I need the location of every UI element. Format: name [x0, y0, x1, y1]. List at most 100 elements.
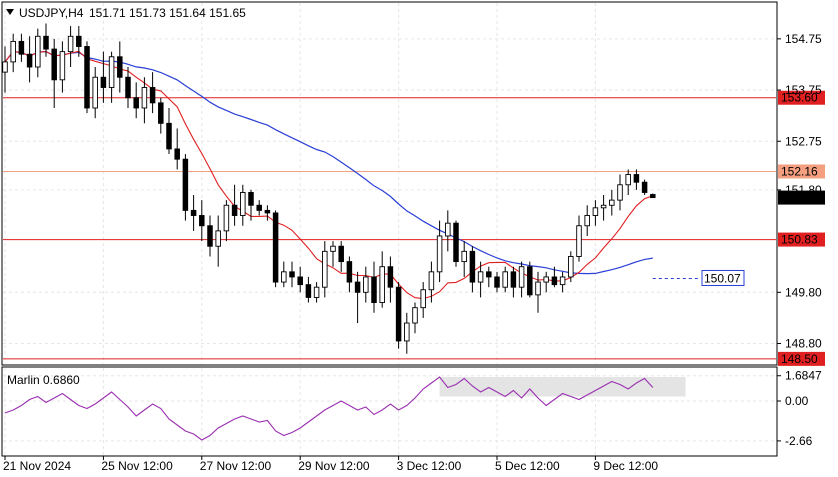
bear-candle — [76, 35, 82, 47]
level-tag — [778, 232, 825, 247]
horizontal-levels: 153.60 152.16 150.83 148.50 — [3, 90, 825, 366]
bull-candle — [35, 35, 41, 68]
time-tick-label: 29 Nov 12:00 — [298, 459, 370, 473]
bear-candle — [207, 225, 213, 247]
bull-candle — [568, 256, 574, 278]
indicator-tick-label: 0.00 — [785, 394, 809, 408]
price-tick-label: 152.75 — [785, 134, 822, 148]
bull-candle — [420, 289, 426, 309]
bull-candle — [223, 204, 230, 232]
symbol-menu-icon[interactable] — [6, 9, 14, 15]
bear-candle — [354, 281, 361, 293]
bear-candle — [650, 194, 656, 199]
bull-candle — [10, 40, 16, 63]
bull-candle — [322, 250, 328, 288]
bear-candle — [641, 181, 648, 193]
bear-candle — [633, 174, 640, 183]
price-tick-label: 148.80 — [785, 337, 822, 351]
bull-candle — [445, 222, 451, 237]
time-tick-label: 3 Dec 12:00 — [397, 459, 462, 473]
bear-candle — [453, 222, 459, 263]
bull-candle — [584, 215, 590, 227]
ohlc-label: 151.71 151.73 151.64 151.65 — [89, 6, 246, 20]
bull-candle — [559, 276, 566, 286]
bull-candle — [477, 271, 484, 283]
bear-candle — [256, 204, 262, 211]
bull-candle — [535, 281, 541, 296]
bull-candle — [412, 307, 418, 324]
price-axis: 154.75153.75152.75151.80149.80148.80151.… — [777, 32, 825, 351]
bear-candle — [231, 204, 238, 216]
bear-candle — [166, 122, 172, 150]
indicator-grid — [3, 368, 776, 455]
bull-candle — [461, 250, 467, 263]
level-label: 152.16 — [781, 164, 818, 178]
blue-ma-value-label: 150.07 — [704, 271, 741, 285]
bull-candle — [330, 245, 336, 252]
level-label: 150.83 — [781, 233, 818, 247]
indicator-shaded-zone — [439, 377, 686, 397]
bear-candle — [84, 46, 90, 109]
bull-candle — [600, 204, 607, 209]
level-tag — [778, 90, 825, 105]
bear-candle — [248, 192, 254, 206]
bear-candle — [486, 271, 492, 278]
price-tick-label: 154.75 — [785, 32, 822, 46]
bear-candle — [510, 271, 517, 288]
bear-candle — [51, 48, 57, 81]
bull-candle — [404, 322, 410, 342]
bull-candle — [281, 271, 287, 283]
level-label: 153.60 — [781, 91, 818, 105]
bull-candle — [625, 174, 631, 186]
bull-candle — [543, 276, 549, 283]
bull-candle — [592, 207, 599, 216]
bull-candle — [576, 225, 582, 257]
bull-candle — [518, 266, 525, 288]
bear-candle — [395, 286, 402, 342]
blue-ma-value-box — [701, 269, 745, 286]
bear-candle — [469, 250, 476, 283]
bear-candle — [494, 276, 500, 288]
time-tick-label: 21 Nov 2024 — [3, 459, 71, 473]
indicator-line — [4, 376, 654, 441]
bull-candle — [215, 230, 221, 247]
price-tick-label: 149.80 — [785, 285, 822, 299]
bull-candle — [141, 87, 148, 109]
price-tick-label: 153.75 — [785, 83, 822, 97]
level-label: 148.50 — [781, 352, 818, 366]
bear-candle — [43, 35, 49, 50]
bull-candle — [502, 271, 508, 288]
candlesticks — [2, 23, 656, 354]
bull-candle — [2, 61, 8, 73]
bear-candle — [190, 209, 197, 216]
indicator-tick-label: 1.6847 — [785, 369, 822, 383]
bull-candle — [617, 184, 623, 201]
bull-candle — [67, 35, 74, 53]
bear-candle — [158, 102, 164, 124]
time-tick-label: 27 Nov 12:00 — [200, 459, 272, 473]
level-tag — [778, 164, 825, 179]
symbol-label: USDJPY,H4 — [19, 6, 84, 20]
bull-candle — [59, 51, 66, 81]
bear-candle — [272, 212, 279, 283]
bear-candle — [371, 276, 377, 304]
bull-candle — [609, 199, 615, 206]
bear-candle — [264, 209, 271, 214]
current-price-tag — [778, 190, 825, 205]
bear-candle — [527, 266, 533, 296]
bear-candle — [100, 76, 107, 88]
time-tick-label: 25 Nov 12:00 — [101, 459, 173, 473]
bear-candle — [387, 266, 394, 288]
level-tag — [778, 351, 825, 366]
time-tick-label: 9 Dec 12:00 — [593, 459, 658, 473]
marlin-oscillator-line — [4, 376, 654, 441]
bull-candle — [313, 286, 320, 298]
bull-candle — [240, 192, 246, 216]
bull-candle — [108, 56, 115, 88]
time-axis: 21 Nov 2024 25 Nov 12:00 27 Nov 12:00 29 No… — [3, 456, 658, 473]
indicator-tick-label: -2.66 — [785, 434, 813, 448]
bull-candle — [363, 276, 369, 293]
bear-candle — [338, 245, 344, 263]
bear-candle — [346, 261, 353, 283]
price-panel-frame — [1, 1, 778, 366]
